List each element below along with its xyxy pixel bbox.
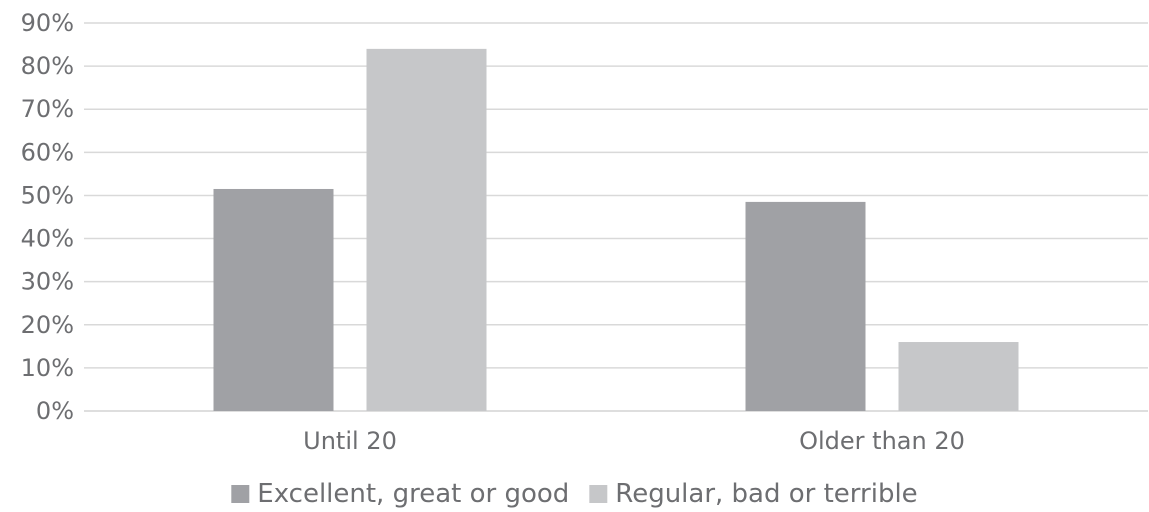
x-category-label: Until 20 [303, 427, 397, 455]
y-tick-label: 90% [21, 9, 74, 37]
bar-excellent-older-than-20 [745, 201, 866, 411]
y-tick-label: 0% [36, 397, 74, 425]
legend: Excellent, great or good Regular, bad or … [231, 479, 918, 509]
y-tick-label: 20% [21, 311, 74, 339]
legend-label: Excellent, great or good [257, 479, 569, 508]
bar-regular-older-than-20 [898, 342, 1019, 411]
legend-swatch [231, 485, 250, 503]
legend-item: Regular, bad or terrible [589, 479, 918, 509]
y-tick-label: 80% [21, 52, 74, 80]
bars [213, 48, 1019, 411]
x-category-label: Older than 20 [799, 427, 965, 455]
y-tick-label: 60% [21, 138, 74, 166]
legend-item: Excellent, great or good [231, 479, 569, 509]
y-tick-label: 50% [21, 181, 74, 209]
bar-excellent-until-20 [213, 188, 334, 411]
y-tick-label: 30% [21, 268, 74, 296]
y-tick-label: 70% [21, 95, 74, 123]
legend-label: Regular, bad or terrible [615, 479, 917, 508]
y-tick-label: 40% [21, 225, 74, 253]
y-axis-ticks: 0% 10% 20% 30% 40% 50% 60% 70% 80% 90% [21, 9, 74, 425]
bar-regular-until-20 [366, 48, 487, 411]
y-tick-label: 10% [21, 354, 74, 382]
legend-swatch [589, 485, 608, 503]
x-axis-categories: Until 20 Older than 20 [303, 427, 965, 455]
